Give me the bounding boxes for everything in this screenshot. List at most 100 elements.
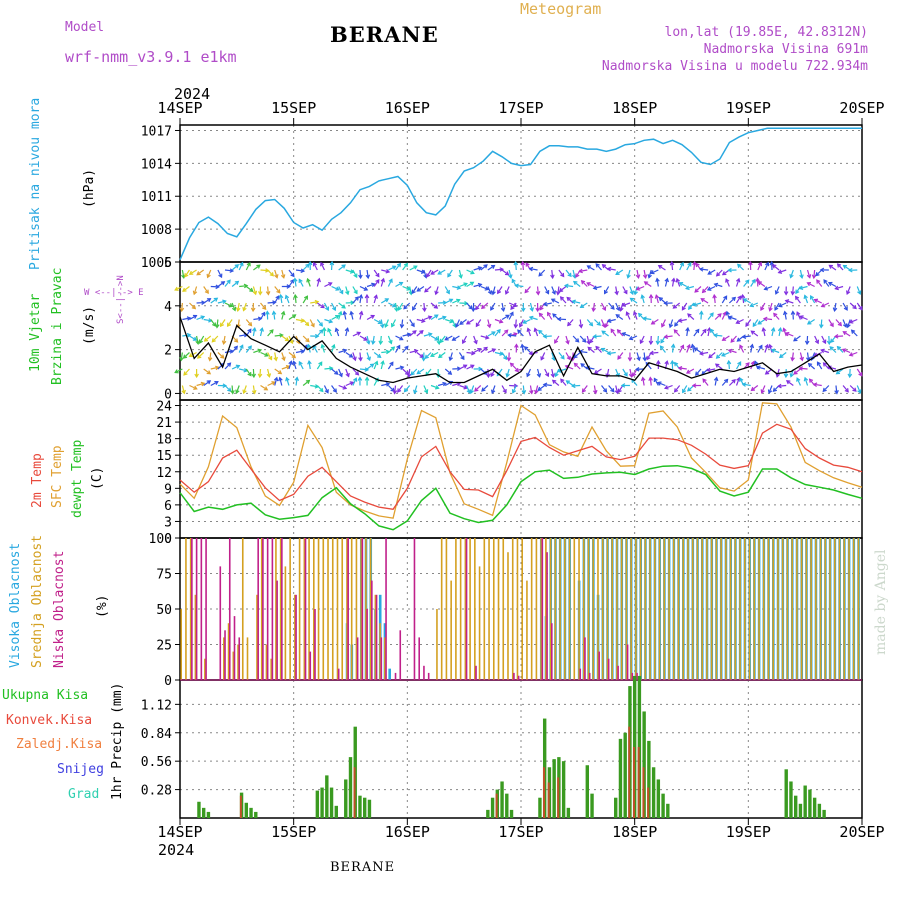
- wind-arrow-head: [565, 340, 570, 345]
- wind-arrow: [762, 328, 766, 337]
- wind-arrow-head: [219, 322, 225, 328]
- wind-arrow-head: [384, 323, 389, 328]
- wind-arrow: [416, 286, 425, 292]
- wind-arrow: [395, 263, 401, 271]
- wind-arrow-head: [813, 298, 819, 303]
- precip-conv-bar: [239, 795, 242, 818]
- wind-arrow: [295, 318, 304, 322]
- wind-arrow: [579, 335, 587, 343]
- wind-arrow: [408, 368, 411, 378]
- wind-arrow: [480, 285, 489, 291]
- wind-arrow: [582, 385, 588, 393]
- wind-arrow: [288, 279, 295, 287]
- wind-arrow: [501, 385, 507, 393]
- wind-arrow-head: [344, 327, 350, 332]
- wind-arrow: [380, 361, 384, 370]
- wind-arrow: [833, 302, 837, 311]
- wind-arrow-head: [752, 322, 757, 328]
- wind-arrow-head: [798, 285, 804, 291]
- wind-arrow-head: [518, 323, 524, 328]
- wind-arrow-head: [751, 278, 756, 284]
- wind-arrow: [552, 379, 560, 386]
- wind-arrow: [462, 335, 468, 344]
- wind-arrow-head: [477, 282, 483, 288]
- wind-arrow-head: [406, 332, 412, 337]
- wind-arrow: [769, 344, 773, 353]
- wind-arrow-head: [235, 307, 241, 313]
- wind-arrow: [601, 348, 609, 354]
- wind-arrow-head: [422, 307, 427, 313]
- wind-arrow: [655, 295, 659, 304]
- wind-arrow-head: [379, 323, 385, 329]
- wind-arrow-head: [557, 368, 562, 373]
- wind-arrow: [174, 368, 183, 374]
- wind-arrow-head: [623, 289, 628, 295]
- wind-arrow-head: [370, 314, 376, 319]
- wind-arrow-head: [619, 307, 624, 312]
- wind-arrow-head: [784, 331, 790, 337]
- wind-arrow: [686, 262, 692, 271]
- wind-arrow-head: [491, 331, 496, 336]
- wind-arrow-head: [437, 270, 442, 275]
- wind-arrow: [316, 319, 323, 327]
- wind-arrow: [579, 319, 582, 328]
- wind-arrow-head: [305, 379, 311, 384]
- wind-arrow-head: [186, 316, 192, 321]
- wind-arrow-head: [664, 277, 669, 283]
- ytick-label-pressure: 1014: [141, 157, 172, 172]
- wind-arrow: [700, 351, 709, 355]
- wind-arrow: [210, 381, 219, 387]
- wind-arrow-head: [595, 263, 600, 268]
- wind-arrow-head: [857, 290, 862, 296]
- wind-arrow: [359, 295, 362, 304]
- wind-arrow-head: [587, 346, 592, 351]
- wind-arrow-head: [413, 348, 419, 354]
- wind-arrow: [313, 262, 318, 271]
- ytick-label-temp: 12: [156, 466, 172, 481]
- precip-conv-bar: [495, 793, 498, 818]
- wind-arrow-head: [424, 389, 429, 394]
- wind-arrow: [423, 302, 426, 312]
- wind-arrow: [184, 269, 190, 277]
- wind-arrow-head: [329, 260, 335, 266]
- wind-arrow-head: [324, 389, 329, 394]
- wind-arrow-head: [349, 310, 354, 316]
- wind-arrow-head: [782, 327, 787, 332]
- wind-arrow: [758, 281, 766, 287]
- wind-arrow: [280, 294, 283, 304]
- wind-arrow-head: [428, 332, 433, 337]
- wind-arrow-head: [789, 273, 794, 279]
- wind-arrow-head: [345, 372, 350, 378]
- wind-arrow: [494, 318, 503, 323]
- precip-total-bar: [509, 809, 514, 818]
- wind-arrow: [331, 368, 339, 375]
- wind-arrow-head: [755, 277, 760, 282]
- wind-arrow: [292, 361, 297, 370]
- wind-arrow: [572, 300, 581, 304]
- wind-arrow: [651, 318, 659, 325]
- wind-arrow-head: [526, 327, 531, 332]
- wind-arrow: [849, 385, 857, 392]
- wind-arrow: [411, 286, 418, 294]
- wind-arrow-head: [338, 372, 343, 378]
- wind-arrow-head: [727, 315, 733, 320]
- wind-arrow: [447, 269, 453, 278]
- wind-arrow: [751, 330, 759, 337]
- wind-arrow: [572, 335, 580, 343]
- wind-arrow: [743, 279, 750, 287]
- wind-arrow-head: [830, 338, 835, 344]
- wind-arrow: [657, 335, 659, 345]
- wind-arrow-head: [573, 362, 579, 367]
- wind-arrow: [622, 368, 628, 377]
- precip-total-bar: [500, 781, 504, 818]
- wind-arrow: [286, 377, 290, 386]
- wind-arrow: [480, 335, 489, 339]
- wind-arrow: [359, 285, 368, 291]
- wind-arrow: [343, 311, 347, 320]
- wind-arrow-head: [681, 306, 686, 311]
- wind-arrow-head: [288, 360, 293, 365]
- wind-arrow: [764, 285, 773, 290]
- wind-arrow-head: [757, 261, 763, 267]
- wind-arrow-head: [290, 272, 295, 278]
- wind-arrow-head: [565, 380, 571, 385]
